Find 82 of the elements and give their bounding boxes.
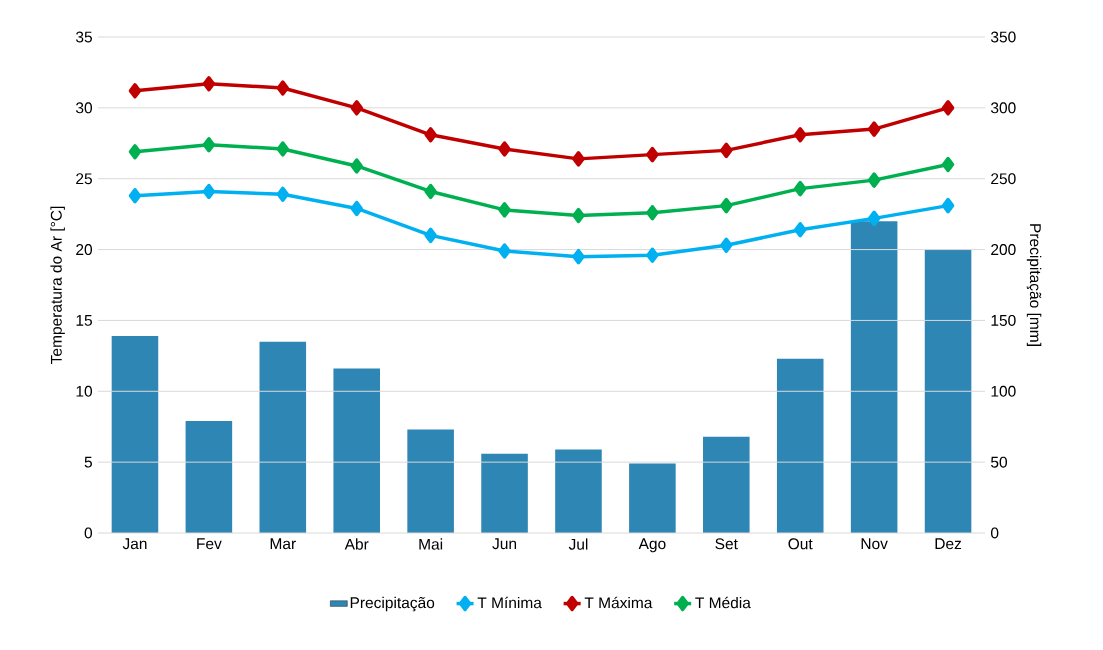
bar [850, 221, 898, 533]
point [867, 121, 881, 137]
x-tick-label: Abr [344, 538, 369, 550]
y2-tick-label: 350 [990, 31, 1016, 43]
y2-tick-label: 100 [991, 385, 1016, 397]
legend-label: T Mínima [477, 596, 542, 609]
y-tick-label: 5 [84, 456, 92, 468]
point [424, 227, 437, 244]
bar [333, 368, 380, 533]
point [646, 204, 659, 221]
y2-axis-title: Precipitação [mm] [1026, 224, 1042, 346]
point [498, 243, 511, 259]
y-tick-label: 15 [76, 315, 92, 326]
point [276, 141, 290, 157]
x-tick-label: Set [715, 538, 738, 550]
point [350, 158, 363, 174]
y-tick-label: 10 [76, 385, 93, 397]
point [128, 144, 142, 160]
y-axis-title: Temperatura do Ar [°C] [50, 206, 65, 364]
point [941, 156, 955, 173]
point [498, 141, 511, 157]
x-tick-label: Dez [935, 538, 962, 550]
point [350, 100, 363, 116]
bar [924, 249, 972, 533]
point [202, 183, 216, 200]
point [276, 80, 290, 96]
point [646, 146, 659, 163]
legend-label: T Média [695, 596, 751, 609]
point [424, 183, 437, 200]
y-tick-label: 35 [75, 31, 92, 43]
x-tick-label: Jul [568, 538, 588, 550]
bar [407, 429, 454, 533]
point [498, 202, 511, 218]
bar [629, 463, 676, 533]
point [350, 200, 363, 217]
point [720, 237, 733, 254]
point [424, 127, 437, 143]
bar [555, 449, 602, 533]
bar [481, 453, 528, 533]
point [941, 100, 955, 116]
y-tick-label: 0 [84, 527, 93, 539]
point [128, 83, 142, 99]
x-tick-label: Ago [638, 538, 666, 553]
point [867, 210, 881, 227]
point [572, 207, 585, 224]
point [720, 197, 733, 214]
x-tick-label: Out [788, 538, 813, 550]
bar [703, 436, 750, 533]
point [572, 248, 585, 265]
point [202, 76, 216, 92]
y-tick-label: 30 [75, 102, 93, 114]
bar [185, 421, 233, 533]
point [793, 127, 807, 143]
point [646, 247, 659, 263]
bar [259, 341, 307, 533]
point [720, 142, 733, 159]
point [867, 172, 881, 188]
x-tick-label: Mar [270, 538, 296, 550]
y2-tick-label: 300 [990, 102, 1016, 114]
y2-tick-label: 50 [991, 456, 1008, 468]
x-tick-label: Jan [122, 538, 147, 550]
y-tick-label: 25 [76, 173, 92, 185]
y2-tick-label: 200 [991, 244, 1016, 256]
legend-label: Precipitação [350, 596, 435, 612]
point [793, 222, 807, 238]
legend-label: T Máxima [584, 596, 653, 609]
point [128, 187, 142, 204]
point [572, 151, 585, 167]
x-tick-label: Fev [197, 538, 222, 550]
x-tick-label: Jun [492, 538, 517, 550]
y2-tick-label: 150 [991, 314, 1016, 326]
bar [111, 336, 159, 533]
y2-tick-label: 250 [991, 173, 1016, 185]
point [941, 197, 955, 214]
x-tick-label: Mai [419, 538, 443, 550]
y-tick-label: 20 [76, 244, 93, 256]
bar [776, 358, 824, 533]
point [276, 186, 290, 203]
y2-tick-label: 0 [990, 527, 999, 539]
point [793, 180, 807, 197]
point [202, 136, 216, 153]
x-tick-label: Nov [861, 538, 888, 550]
